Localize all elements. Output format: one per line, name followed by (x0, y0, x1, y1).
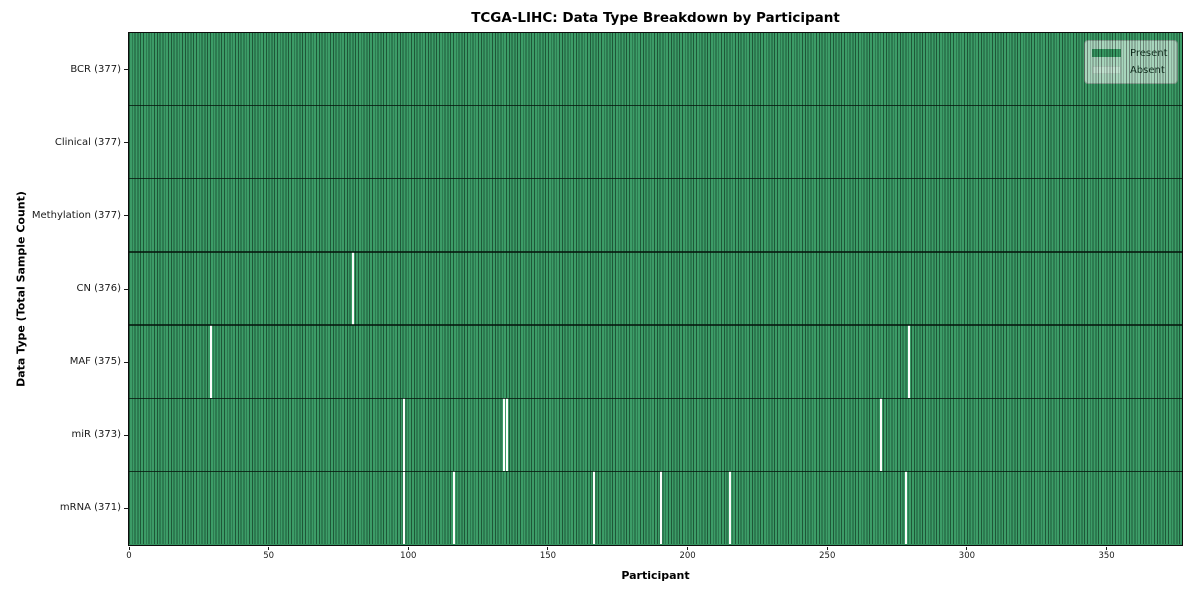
absent-gap (402, 471, 405, 545)
absent-gap (729, 471, 732, 545)
absent-gap (659, 471, 662, 545)
heatmap-row-maf (128, 325, 1182, 399)
row-separator (128, 251, 1182, 253)
x-tick-mark (407, 546, 409, 550)
y-tick-mark (123, 288, 128, 290)
y-tick-mark (123, 215, 128, 217)
row-separator (128, 178, 1182, 180)
x-tick-label: 200 (679, 551, 696, 561)
y-tick-mark (123, 142, 128, 144)
x-tick-mark (826, 546, 828, 550)
absent-gap (505, 398, 508, 472)
x-tick-mark (268, 546, 270, 550)
x-tick-mark (547, 546, 549, 550)
row-separator (128, 324, 1182, 326)
absent-gap (209, 325, 212, 399)
absent-gap (880, 398, 883, 472)
x-tick-mark (1106, 546, 1108, 550)
x-tick-label: 300 (958, 551, 976, 561)
plot-area: Present Absent (127, 31, 1183, 546)
x-tick-mark (687, 546, 689, 550)
y-tick-mark (123, 507, 128, 509)
y-tick-label: Clinical (377) (54, 136, 121, 148)
heatmap-row-clinical (128, 105, 1182, 179)
absent-gap (905, 471, 908, 545)
y-tick-label: miR (373) (71, 429, 121, 441)
x-tick-label: 50 (263, 551, 275, 561)
absent-gap (908, 325, 911, 399)
x-tick-label: 0 (126, 551, 132, 561)
y-tick-label: Methylation (377) (31, 209, 121, 221)
x-tick-label: 350 (1098, 551, 1115, 561)
absent-gap (452, 471, 455, 545)
heatmap-row-mir (128, 398, 1182, 472)
row-separator (128, 470, 1182, 472)
y-tick-mark (123, 69, 128, 71)
absent-gap (503, 398, 506, 472)
x-tick-label: 250 (819, 551, 836, 561)
y-tick-mark (123, 434, 128, 436)
x-tick-label: 150 (539, 551, 557, 561)
y-tick-label: MAF (375) (69, 356, 121, 368)
x-tick-label: 100 (400, 551, 417, 561)
y-tick-label: BCR (377) (70, 63, 121, 75)
heatmap-row-cn (128, 251, 1182, 326)
absent-gap (352, 251, 355, 326)
row-separator (128, 104, 1182, 107)
x-tick-mark (966, 546, 968, 550)
y-tick-label: mRNA (371) (59, 502, 121, 514)
chart-title: TCGA-LIHC: Data Type Breakdown by Partic… (471, 10, 840, 26)
heatmap-row-methylation (128, 178, 1182, 252)
absent-gap (402, 398, 405, 472)
x-axis-label: Participant (621, 569, 690, 582)
heatmap-row-mrna (128, 471, 1182, 545)
row-separator (128, 397, 1182, 399)
absent-gap (592, 471, 595, 545)
y-tick-label: CN (376) (76, 283, 121, 294)
y-tick-mark (123, 361, 128, 363)
heatmap-row-bcr (128, 32, 1182, 106)
x-tick-mark (128, 546, 130, 550)
